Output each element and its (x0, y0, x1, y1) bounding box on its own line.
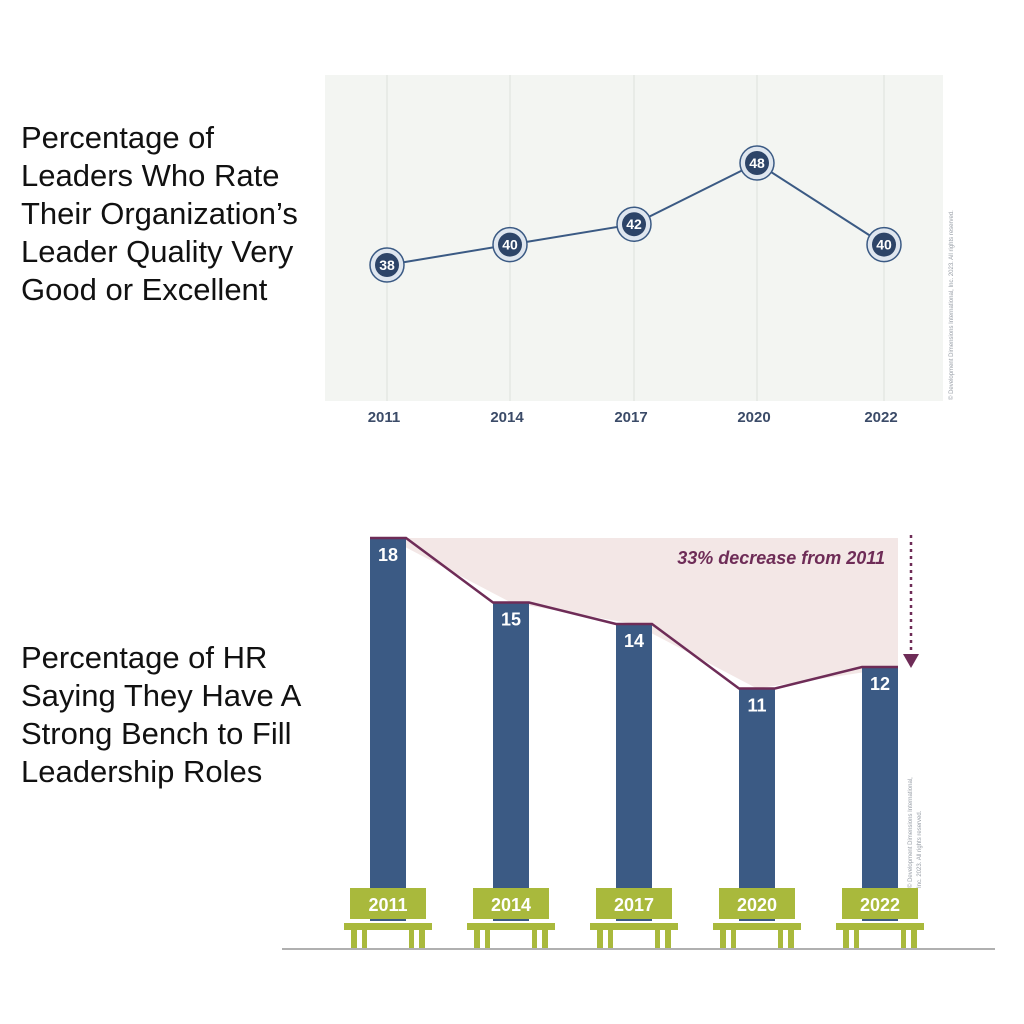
bench-seat (836, 923, 924, 930)
bench-leg (854, 930, 859, 949)
data-label: 48 (749, 155, 765, 171)
line-chart: 38 40 42 48 40 2011 2014 2017 2020 2022 © Developm… (325, 75, 955, 426)
bench-leg (419, 930, 425, 949)
x-tick-label: 2020 (737, 409, 770, 426)
bench-leg (843, 930, 849, 949)
copyright-note: © Development Dimensions International, (907, 777, 914, 888)
decrease-annotation: 33% decrease from 2011 (677, 548, 885, 568)
bench-seat (590, 923, 678, 930)
bench-leg (788, 930, 794, 949)
data-label: 40 (876, 237, 892, 253)
bar-value-label: 12 (870, 674, 890, 694)
bench-leg (911, 930, 917, 949)
bench-seat (713, 923, 801, 930)
bench-leg (474, 930, 480, 949)
bench-leg (731, 930, 736, 949)
bar (616, 624, 652, 921)
bench-leg (655, 930, 660, 949)
x-tick-label: 2014 (490, 409, 524, 426)
data-point (622, 212, 646, 237)
bar-chart-title: Percentage of HR Saying They Have A Stro… (21, 640, 300, 789)
bench-leg (778, 930, 783, 949)
decrease-shading (388, 538, 898, 689)
bench-leg (532, 930, 537, 949)
bench-leg (362, 930, 367, 949)
bar-value-label: 11 (747, 696, 766, 716)
bar-value-label: 14 (624, 631, 644, 651)
copyright-note: Inc. 2023. All rights reserved. (917, 810, 923, 888)
copyright-note: © Development Dimensions International, … (948, 210, 955, 400)
bench-year-label: 2014 (491, 895, 531, 915)
bar-value-label: 15 (501, 610, 521, 630)
bench-leg (409, 930, 414, 949)
decrease-arrow-head (903, 654, 919, 668)
bench-leg (720, 930, 726, 949)
bench-leg (542, 930, 548, 949)
bench-leg (901, 930, 906, 949)
data-point (498, 232, 522, 257)
data-point (745, 151, 769, 175)
bench-leg (608, 930, 613, 949)
bench-year-label: 2017 (614, 895, 654, 915)
bench-seat (467, 923, 555, 930)
line-chart-title: Percentage of Leaders Who Rate Their Org… (21, 120, 298, 307)
bench-leg (351, 930, 357, 949)
data-label: 40 (502, 237, 518, 253)
bar-chart: 18 15 14 11 12 33% decrease from 2011 2011 2014… (282, 535, 995, 950)
bench-year-label: 2011 (368, 895, 407, 915)
bar (370, 538, 406, 921)
bench-year-label: 2022 (860, 895, 900, 915)
data-label: 42 (626, 216, 642, 232)
bench-backrest (719, 888, 795, 919)
x-tick-label: 2022 (864, 409, 897, 426)
bench-backrest (596, 888, 672, 919)
bench-backrest (473, 888, 549, 919)
bar-value-label: 18 (378, 545, 398, 565)
bar (739, 688, 775, 921)
data-point (872, 232, 896, 257)
bench-backrest (350, 888, 426, 919)
x-tick-label: 2011 (368, 409, 401, 426)
bar (493, 602, 529, 921)
data-label: 38 (379, 257, 395, 273)
trend-line (370, 536, 898, 690)
data-point (375, 253, 399, 277)
bar (862, 667, 898, 921)
bench-backrest (842, 888, 918, 919)
bench-year-label: 2020 (737, 895, 777, 915)
bench-leg (485, 930, 490, 949)
bench-seat (344, 923, 432, 930)
bench-leg (665, 930, 671, 949)
bench-leg (597, 930, 603, 949)
x-tick-label: 2017 (614, 409, 647, 426)
